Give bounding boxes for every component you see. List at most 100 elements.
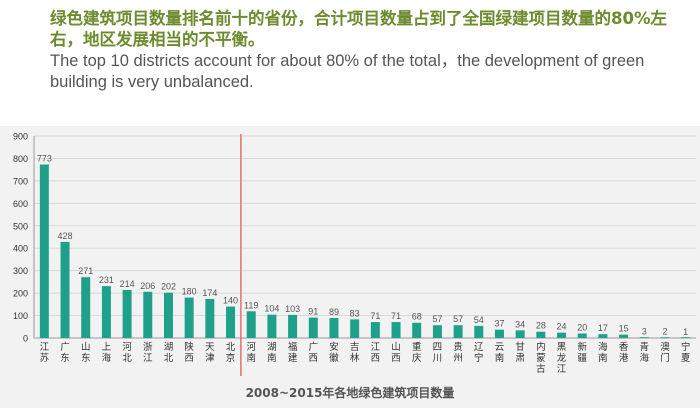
category-label: 湖北 xyxy=(164,342,174,364)
data-label: 180 xyxy=(182,287,197,297)
category-label: 宁夏 xyxy=(681,341,691,364)
data-label: 2 xyxy=(662,327,667,337)
category-label: 河北 xyxy=(122,341,132,364)
category-label: 澳门 xyxy=(660,341,670,364)
category-label: 贵州 xyxy=(453,341,463,364)
bar-chart: 0100200300400500600700800900773江苏428广东27… xyxy=(13,132,696,376)
title-chinese: 绿色建筑项目数量排名前十的省份，合计项目数量占到了全国绿建项目数量的80%左右，… xyxy=(50,9,667,49)
bar xyxy=(639,337,649,338)
category-label: 上海 xyxy=(102,342,112,364)
data-label: 174 xyxy=(202,288,217,298)
category-label: 天津 xyxy=(205,342,215,364)
category-label: 云南 xyxy=(495,342,505,364)
bar xyxy=(494,329,504,338)
header: 绿色建筑项目数量排名前十的省份，合计项目数量占到了全国绿建项目数量的80%左右，… xyxy=(50,8,690,93)
data-label: 91 xyxy=(308,307,318,317)
data-label: 202 xyxy=(161,282,176,292)
bar xyxy=(453,325,463,338)
category-label: 内蒙古 xyxy=(536,341,546,375)
data-label: 231 xyxy=(99,275,114,285)
bar xyxy=(39,164,49,338)
data-label: 83 xyxy=(350,308,360,318)
category-label: 江苏 xyxy=(40,342,50,364)
data-label: 68 xyxy=(412,312,422,322)
category-label: 吉林 xyxy=(350,342,360,364)
data-label: 71 xyxy=(370,311,380,321)
bar xyxy=(619,334,629,338)
category-label: 四川 xyxy=(433,342,443,364)
bar xyxy=(557,332,567,338)
data-label: 24 xyxy=(557,322,567,332)
data-label: 271 xyxy=(78,266,93,276)
category-label: 福建 xyxy=(288,341,298,364)
category-label: 北京 xyxy=(226,342,236,364)
data-label: 103 xyxy=(285,304,300,314)
y-tick-label: 500 xyxy=(13,221,28,231)
chart-panel: 0 100 200 300 400 500 600 700 800 900 773 江苏 428 广东 27… xyxy=(0,126,700,408)
category-label: 青海 xyxy=(640,341,650,364)
bar xyxy=(122,289,132,338)
data-label: 428 xyxy=(58,231,73,241)
data-label: 57 xyxy=(432,314,442,324)
category-label: 浙江 xyxy=(143,341,153,364)
y-tick-label: 900 xyxy=(13,132,28,142)
y-tick-label: 600 xyxy=(13,199,28,209)
bar xyxy=(432,325,442,338)
data-label: 119 xyxy=(244,300,258,310)
y-tick-label: 0 xyxy=(23,334,28,344)
bar xyxy=(577,333,587,338)
y-tick-label: 400 xyxy=(13,244,28,254)
category-label: 山东 xyxy=(81,342,91,364)
y-tick-label: 700 xyxy=(13,176,28,186)
y-tick-label: 300 xyxy=(13,266,28,276)
bar xyxy=(515,330,525,338)
bar xyxy=(81,277,91,338)
data-label: 89 xyxy=(329,307,339,317)
y-tick-label: 200 xyxy=(13,289,28,299)
data-label: 20 xyxy=(577,323,587,333)
category-label: 广东 xyxy=(60,341,70,364)
category-label: 山西 xyxy=(391,342,401,364)
bar xyxy=(163,292,173,338)
bar xyxy=(329,318,339,338)
bar xyxy=(288,314,298,338)
category-label: 湖南 xyxy=(267,342,277,364)
category-label: 海南 xyxy=(598,341,608,364)
y-tick-label: 100 xyxy=(13,311,28,321)
bar xyxy=(370,322,380,338)
y-tick-label: 800 xyxy=(13,154,28,164)
category-label: 陕西 xyxy=(184,341,194,364)
bar xyxy=(143,291,153,338)
data-label: 54 xyxy=(474,315,484,325)
data-label: 37 xyxy=(494,319,504,329)
bar xyxy=(536,331,546,338)
data-label: 773 xyxy=(37,154,52,164)
category-label: 甘肃 xyxy=(515,341,525,364)
data-label: 28 xyxy=(536,321,546,331)
bar xyxy=(350,319,360,338)
data-label: 15 xyxy=(619,324,629,334)
bar xyxy=(226,306,236,338)
data-label: 34 xyxy=(515,319,525,329)
category-label: 黑龙江 xyxy=(557,342,567,375)
bar xyxy=(184,297,194,338)
category-label: 辽宁 xyxy=(474,341,484,364)
category-label: 香港 xyxy=(619,342,629,364)
category-label: 新疆 xyxy=(577,341,587,364)
bar xyxy=(101,286,111,338)
data-label: 104 xyxy=(264,304,279,314)
category-label: 河南 xyxy=(246,341,256,364)
bar xyxy=(598,334,608,338)
category-label: 广西 xyxy=(309,341,319,364)
data-label: 71 xyxy=(391,311,401,321)
chart-title: 2008~2015年各地绿色建筑项目数量 xyxy=(245,386,455,400)
data-label: 140 xyxy=(223,296,238,306)
bar xyxy=(474,325,484,338)
category-label: 重庆 xyxy=(412,341,422,364)
bar xyxy=(391,322,401,338)
bar xyxy=(681,337,691,338)
data-label: 1 xyxy=(683,327,688,337)
bar xyxy=(246,311,256,338)
bar xyxy=(205,298,215,338)
bar xyxy=(60,241,70,338)
